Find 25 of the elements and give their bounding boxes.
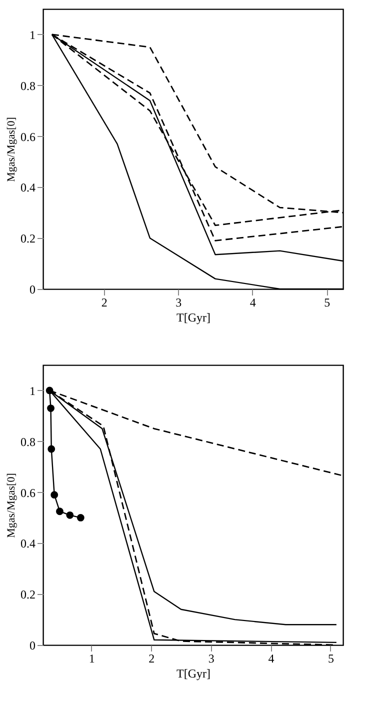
y-tick-label: 1 <box>30 28 36 42</box>
x-axis-title: T[Gyr] <box>176 666 210 680</box>
x-tick-label: 2 <box>101 296 108 310</box>
x-tick-label: 1 <box>88 652 95 666</box>
y-axis-title: Mgas/Mgas[0] <box>6 117 18 182</box>
x-tick-label: 3 <box>208 652 214 666</box>
y-tick-label: 0 <box>30 282 36 296</box>
y-tick-label: 0.8 <box>20 78 36 93</box>
y-tick-label: 0.8 <box>20 434 36 449</box>
y-tick-label: 0.4 <box>20 536 36 551</box>
y-tick-label: 1 <box>30 384 36 398</box>
x-tick-label: 5 <box>324 296 330 310</box>
y-tick-label: 0.4 <box>20 180 36 195</box>
x-axis-title: T[Gyr] <box>176 310 210 324</box>
x-tick-label: 5 <box>328 652 334 666</box>
y-tick-label: 0 <box>30 638 36 652</box>
x-tick-label: 3 <box>176 296 182 310</box>
y-tick-label: 0.6 <box>20 486 36 500</box>
x-tick-label: 4 <box>250 296 256 310</box>
y-tick-label: 0.6 <box>20 130 36 144</box>
y-axis-title: Mgas/Mgas[0] <box>6 473 18 538</box>
x-tick-label: 2 <box>148 652 155 666</box>
x-tick-label: 4 <box>268 652 274 666</box>
y-tick-label: 0.2 <box>20 588 36 602</box>
y-tick-label: 0.2 <box>20 232 36 246</box>
